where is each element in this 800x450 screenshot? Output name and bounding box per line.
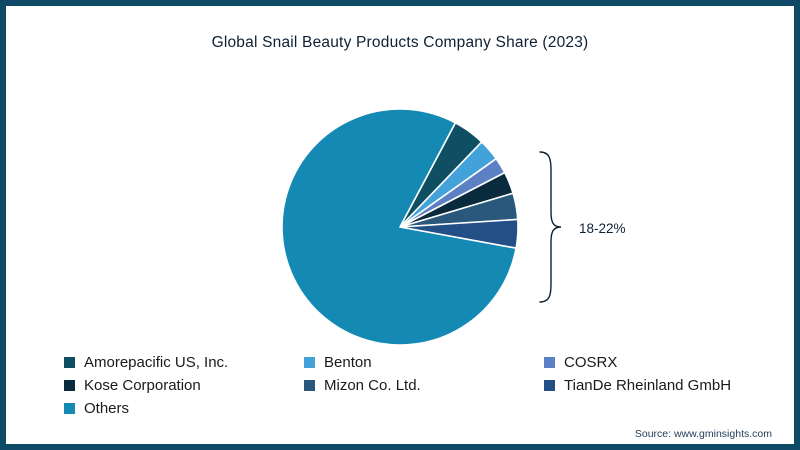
bracket-label: 18-22% bbox=[579, 221, 626, 236]
bracket-annotation bbox=[539, 151, 562, 303]
legend-label: Benton bbox=[324, 354, 372, 371]
legend-label: Kose Corporation bbox=[84, 377, 201, 394]
pie-chart bbox=[281, 108, 519, 346]
legend-swatch-icon bbox=[64, 357, 75, 368]
legend-swatch-icon bbox=[304, 357, 315, 368]
legend-label: Amorepacific US, Inc. bbox=[84, 354, 229, 371]
chart-title: Global Snail Beauty Products Company Sha… bbox=[211, 34, 589, 51]
legend-item-tiande-rheinland-gmbh[interactable]: TianDe Rheinland GmbH bbox=[544, 376, 731, 395]
legend-swatch-icon bbox=[544, 380, 555, 391]
legend-label: COSRX bbox=[564, 354, 618, 371]
legend-item-mizon-co-ltd[interactable]: Mizon Co. Ltd. bbox=[304, 376, 544, 395]
legend-item-cosrx[interactable]: COSRX bbox=[544, 353, 731, 372]
legend-item-kose-corporation[interactable]: Kose Corporation bbox=[64, 376, 304, 395]
legend-swatch-icon bbox=[64, 380, 75, 391]
legend-swatch-icon bbox=[544, 357, 555, 368]
legend-label: TianDe Rheinland GmbH bbox=[564, 377, 732, 394]
legend-label: Mizon Co. Ltd. bbox=[324, 377, 421, 394]
source-text: Source: www.gminsights.com bbox=[634, 428, 772, 440]
legend-label: Others bbox=[84, 400, 130, 417]
legend-item-amorepacific-us-inc[interactable]: Amorepacific US, Inc. bbox=[64, 353, 304, 372]
pie-slice-others[interactable] bbox=[281, 108, 517, 346]
legend: Amorepacific US, Inc. Benton COSRX Kose Cor… bbox=[64, 353, 731, 418]
legend-item-benton[interactable]: Benton bbox=[304, 353, 544, 372]
legend-swatch-icon bbox=[304, 380, 315, 391]
legend-swatch-icon bbox=[64, 403, 75, 414]
legend-item-others[interactable]: Others bbox=[64, 399, 304, 418]
